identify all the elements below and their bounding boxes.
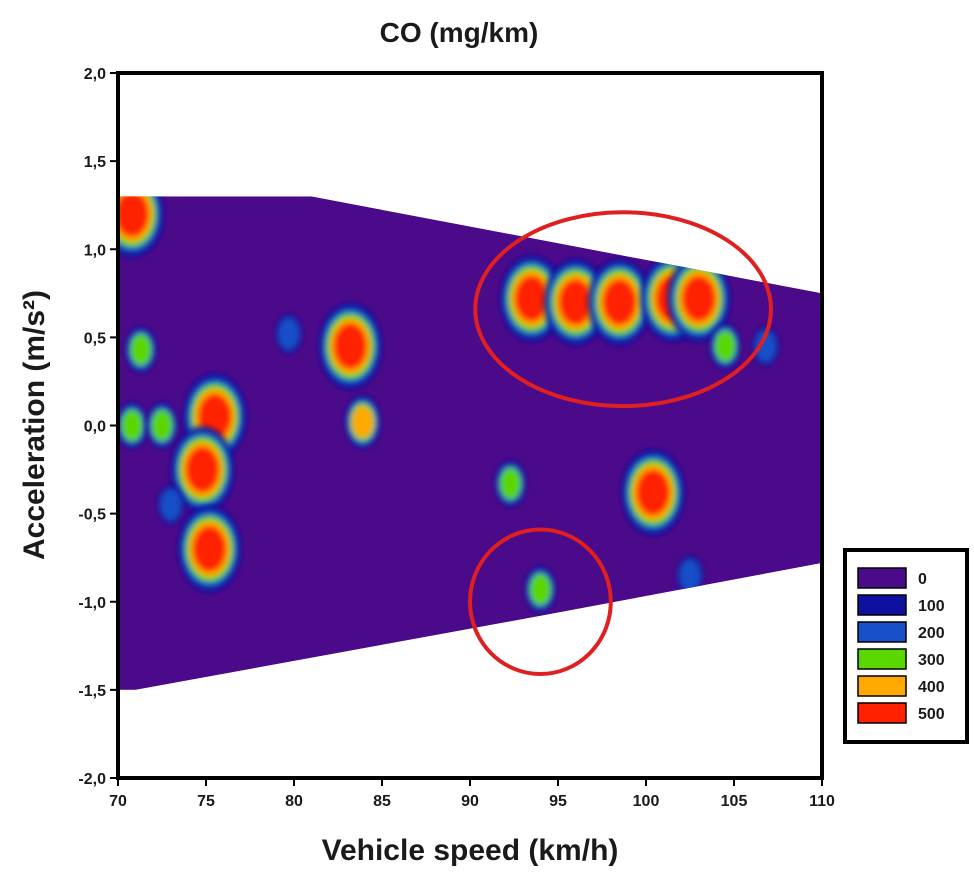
hotspot-level-200	[278, 317, 300, 350]
annotations	[468, 210, 773, 677]
x-tick-label: 110	[809, 793, 835, 810]
legend-swatch	[857, 621, 907, 643]
y-tick-label: -1,5	[78, 683, 106, 700]
hotspot-level-300	[151, 409, 173, 442]
highlight-ellipse	[473, 210, 773, 409]
legend-entry: 400	[857, 675, 945, 697]
legend-label: 300	[918, 652, 945, 669]
legend-swatch	[857, 648, 907, 670]
y-tick-label: 1,0	[84, 242, 106, 259]
hotspot	[667, 255, 731, 342]
highlight-ellipse	[468, 527, 613, 677]
y-tick-label: 0,5	[84, 330, 106, 347]
x-tick-label: 95	[549, 793, 567, 810]
hotspot	[125, 326, 157, 373]
hotspot-level-500	[185, 446, 220, 493]
hotspot-level-500	[192, 525, 227, 572]
hotspot-level-500	[333, 323, 368, 370]
x-axis-label: Vehicle speed (km/h)	[322, 834, 619, 867]
legend-entry: 500	[857, 702, 945, 724]
y-axis: 2,0 1,5 1,0 0,5 0,0 -0,5 -1,0 -1,5 -2,0	[78, 66, 118, 788]
hotspot	[118, 196, 164, 258]
legend-label: 400	[918, 679, 945, 696]
hotspot	[178, 505, 241, 592]
legend-swatch	[857, 702, 907, 724]
hotspot-level-500	[682, 275, 716, 322]
hotspot	[146, 402, 178, 449]
chart-title: CO (mg/km)	[380, 17, 539, 48]
hotspot	[157, 485, 184, 525]
x-tick-label: 90	[461, 793, 479, 810]
legend-label: 0	[918, 571, 927, 588]
hotspot	[588, 259, 652, 346]
legend-entry: 300	[857, 648, 945, 670]
y-axis-label: Acceleration (m/s²)	[18, 290, 51, 560]
legend-label: 500	[918, 706, 945, 723]
hotspot-level-200	[679, 559, 701, 592]
legend-entry: 100	[857, 594, 945, 616]
plot-area	[118, 196, 822, 690]
color-legend: 0 100 200 300 400 500	[843, 548, 969, 744]
x-tick-label: 100	[633, 793, 660, 810]
hotspot	[677, 555, 703, 595]
legend-label: 200	[918, 625, 945, 642]
hotspot	[544, 259, 608, 346]
hotspot	[345, 395, 381, 449]
hotspot-level-500	[602, 279, 637, 326]
legend-swatch	[857, 675, 907, 697]
hotspot	[118, 402, 148, 449]
legend-swatch	[857, 567, 907, 589]
hotspot	[500, 255, 564, 342]
x-tick-label: 105	[721, 793, 748, 810]
legend-entry: 200	[857, 621, 945, 643]
hotspot	[621, 449, 685, 536]
y-tick-label: -0,5	[78, 507, 106, 524]
x-tick-label: 85	[373, 793, 391, 810]
hotspot-level-500	[118, 196, 149, 237]
hotspot	[275, 314, 302, 354]
hotspot-level-500	[636, 469, 670, 516]
hotspot-level-300	[499, 467, 522, 500]
hotspot-level-500	[514, 275, 549, 322]
y-tick-label: 1,5	[84, 154, 106, 171]
y-tick-label: -1,0	[78, 595, 106, 612]
hotspot-level-500	[558, 279, 593, 326]
legend-swatch	[857, 594, 907, 616]
x-tick-label: 75	[197, 793, 215, 810]
hotspots	[118, 196, 779, 613]
hotspot	[495, 460, 526, 507]
hotspot	[171, 426, 234, 513]
hotspot-level-300	[130, 333, 152, 366]
hotspot-level-200	[755, 330, 777, 363]
x-axis: 70 75 80 85 90 95 100 105 110	[109, 778, 835, 810]
hotspot-level-300	[121, 409, 143, 442]
hotspot	[709, 323, 741, 370]
y-tick-label: 2,0	[84, 66, 106, 83]
hotspot	[318, 303, 382, 390]
y-tick-label: 0,0	[84, 419, 106, 436]
hotspot	[752, 326, 779, 366]
y-tick-label: -2,0	[78, 771, 106, 788]
legend-label: 100	[918, 598, 945, 615]
legend-entry: 0	[857, 567, 927, 589]
hotspot	[525, 566, 556, 613]
hotspot-level-300	[714, 330, 736, 363]
hotspot-level-300	[529, 573, 551, 606]
hotspot-level-400	[352, 406, 374, 438]
x-tick-label: 80	[285, 793, 303, 810]
hotspot-level-200	[160, 488, 182, 521]
x-tick-label: 70	[109, 793, 127, 810]
